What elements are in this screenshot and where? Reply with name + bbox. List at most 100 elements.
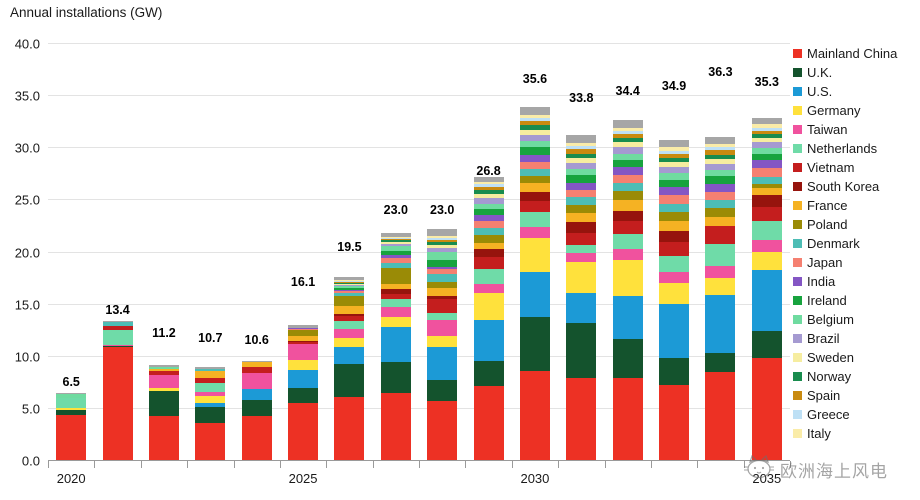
bar-segment [659, 211, 690, 222]
bar-stack[interactable] [288, 324, 319, 461]
bar-stack[interactable] [148, 365, 179, 461]
bar-segment [56, 409, 87, 416]
bar-segment [473, 208, 504, 216]
bar-segment [334, 305, 365, 315]
legend-item[interactable]: France [793, 196, 920, 215]
bar-segment [427, 313, 458, 321]
bar-segment [195, 382, 226, 393]
bar-stack[interactable] [427, 228, 458, 461]
legend-item[interactable]: Italy [793, 424, 920, 443]
y-axis-tick-label: 35.0 [14, 88, 40, 104]
bar-stack[interactable] [519, 106, 550, 461]
bar-segment [334, 276, 365, 280]
bar-segment [334, 347, 365, 365]
legend-item[interactable]: Poland [793, 215, 920, 234]
legend-item[interactable]: Belgium [793, 310, 920, 329]
legend-item[interactable]: Sweden [793, 348, 920, 367]
bar-segment [427, 251, 458, 260]
legend-item[interactable]: U.K. [793, 63, 920, 82]
legend-item[interactable]: Ireland [793, 291, 920, 310]
bar-segment [102, 329, 133, 346]
bar-stack[interactable] [751, 118, 782, 461]
bar-segment [659, 186, 690, 196]
bar-segment [566, 377, 597, 461]
bar-segment [148, 367, 179, 370]
legend-item[interactable]: India [793, 272, 920, 291]
bar-segment [334, 364, 365, 398]
legend-item[interactable]: U.S. [793, 82, 920, 101]
bar-segment [195, 377, 226, 383]
legend-item[interactable]: Norway [793, 367, 920, 386]
bar-stack[interactable] [380, 232, 411, 461]
bar-value-label: 33.8 [569, 90, 594, 105]
bar-stack[interactable] [241, 360, 272, 461]
legend-label: Norway [807, 369, 852, 384]
legend-item[interactable]: Greece [793, 405, 920, 424]
bar-segment [102, 347, 133, 461]
bar-segment [705, 144, 736, 148]
bar-stack[interactable] [102, 321, 133, 461]
bar-segment [612, 159, 643, 168]
bar-segment [751, 251, 782, 271]
legend-item[interactable]: Vietnam [793, 158, 920, 177]
legend-swatch-icon [793, 334, 802, 343]
bar-stack[interactable] [659, 140, 690, 461]
bar-stack[interactable] [334, 276, 365, 461]
bar-segment [751, 168, 782, 177]
bar-segment [380, 393, 411, 461]
legend-swatch-icon [793, 277, 802, 286]
legend-item[interactable]: Mainland China [793, 44, 920, 63]
legend-item[interactable]: Netherlands [793, 139, 920, 158]
bar-segment [612, 133, 643, 138]
legend-item[interactable]: South Korea [793, 177, 920, 196]
bar-segment [334, 293, 365, 297]
bar-segment [427, 299, 458, 314]
bar-segment [427, 379, 458, 401]
bar-segment [334, 280, 365, 282]
legend-item[interactable]: Germany [793, 101, 920, 120]
bar-segment [380, 240, 411, 243]
bar-stack[interactable] [705, 136, 736, 461]
bar-segment [148, 371, 179, 375]
x-axis-tick [790, 461, 791, 468]
legend-swatch-icon [793, 410, 802, 419]
y-axis-tick-label: 25.0 [14, 192, 40, 208]
bar-segment [519, 118, 550, 122]
bar-segment [195, 402, 226, 407]
bar-segment [751, 357, 782, 461]
bar-segment [612, 377, 643, 461]
legend-item[interactable]: Brazil [793, 329, 920, 348]
y-axis-tick-label: 20.0 [14, 245, 40, 260]
bar-segment [334, 279, 365, 281]
bar-segment [751, 195, 782, 207]
bar-stack[interactable] [612, 120, 643, 461]
bar-segment [288, 329, 319, 336]
bar-segment [334, 321, 365, 329]
bar-segment [427, 335, 458, 348]
bar-stack[interactable] [566, 134, 597, 461]
bar-segment [519, 115, 550, 119]
plot-area: 6.5 13.4 11.2 10.7 10.6 16.1 19.5 23.0 23.0 26.8 3… [48, 43, 790, 461]
legend-item[interactable]: Japan [793, 253, 920, 272]
legend-swatch-icon [793, 315, 802, 324]
bar-segment [659, 242, 690, 256]
bar-stack[interactable] [56, 393, 87, 461]
bar-segment [659, 255, 690, 273]
legend-item[interactable]: Denmark [793, 234, 920, 253]
bar-segment [473, 269, 504, 284]
legend-item[interactable]: Taiwan [793, 120, 920, 139]
bar-segment [519, 182, 550, 193]
bar-stack[interactable] [195, 367, 226, 461]
x-axis-tick [697, 461, 699, 468]
legend-label: Poland [807, 217, 848, 232]
bar-segment [195, 371, 226, 378]
bar-segment [659, 221, 690, 231]
bar-segment [566, 149, 597, 154]
x-axis-label: 2030 [520, 471, 550, 486]
bar-segment [473, 203, 504, 209]
bar-segment [56, 415, 87, 461]
bar-segment [288, 328, 319, 330]
legend-item[interactable]: Spain [793, 386, 920, 405]
bar-segment [427, 235, 458, 239]
bar-stack[interactable] [473, 176, 504, 461]
